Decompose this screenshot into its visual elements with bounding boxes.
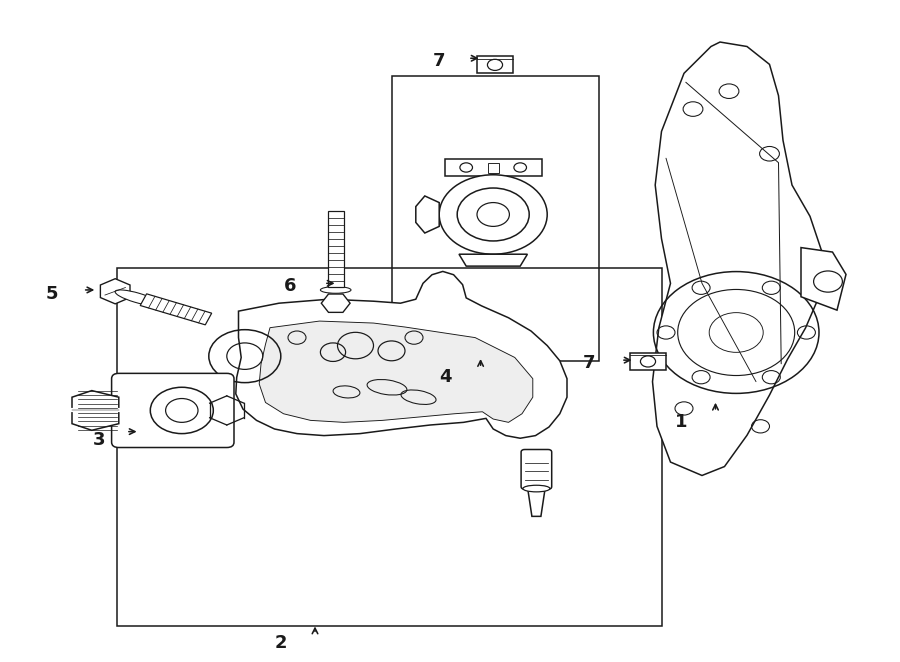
Circle shape [439, 175, 547, 254]
Bar [630, 353, 666, 370]
Polygon shape [652, 42, 824, 475]
FancyBboxPatch shape [112, 373, 234, 448]
Text: 6: 6 [284, 277, 296, 295]
Text: 4: 4 [439, 368, 452, 387]
Polygon shape [72, 391, 119, 430]
Bar [488, 163, 499, 173]
Ellipse shape [523, 485, 550, 492]
Ellipse shape [115, 290, 158, 306]
Polygon shape [236, 271, 567, 438]
Polygon shape [527, 487, 545, 516]
Ellipse shape [320, 287, 351, 293]
Polygon shape [101, 279, 130, 304]
Bar [328, 211, 344, 287]
Text: 3: 3 [93, 431, 105, 449]
Text: 1: 1 [675, 412, 688, 431]
Text: 7: 7 [433, 52, 446, 70]
Circle shape [457, 188, 529, 241]
Polygon shape [459, 254, 527, 266]
Polygon shape [416, 196, 439, 233]
Polygon shape [321, 294, 350, 312]
FancyBboxPatch shape [521, 449, 552, 489]
Bar [445, 159, 542, 176]
Polygon shape [140, 294, 212, 325]
Bar [477, 56, 513, 73]
Text: 5: 5 [46, 285, 58, 303]
Text: 7: 7 [583, 354, 596, 372]
Circle shape [477, 203, 509, 226]
Polygon shape [801, 248, 846, 310]
Polygon shape [259, 321, 533, 422]
Text: 2: 2 [274, 634, 287, 653]
